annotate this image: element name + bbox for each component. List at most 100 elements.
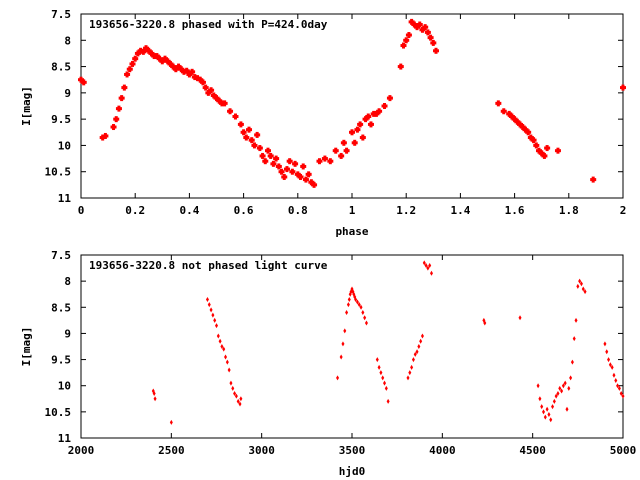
phased-light-curve-panel: 193656-3220.8 phased with P=424.0day pha… bbox=[20, 8, 626, 238]
unphased-x-tick-label: 3000 bbox=[248, 444, 275, 457]
phased-data-point bbox=[538, 150, 545, 157]
phased-data-point bbox=[517, 121, 524, 128]
phased-data-point bbox=[243, 134, 250, 141]
phased-data-point bbox=[170, 63, 177, 70]
phased-data-point bbox=[357, 121, 364, 128]
phased-data-point bbox=[500, 108, 507, 115]
phased-data-point bbox=[305, 171, 312, 178]
unphased-data-point bbox=[422, 260, 426, 266]
unphased-data-point bbox=[576, 283, 580, 289]
unphased-data-point bbox=[617, 385, 621, 391]
phased-data-point bbox=[246, 126, 253, 133]
unphased-data-point bbox=[578, 278, 582, 284]
phased-y-tick-label: 8.5 bbox=[51, 61, 71, 74]
unphased-data-point bbox=[579, 281, 583, 287]
unphased-data-point bbox=[381, 375, 385, 381]
unphased-data-point bbox=[227, 367, 231, 373]
phased-data-point bbox=[427, 34, 434, 41]
unphased-data-point bbox=[234, 393, 238, 399]
phased-data-point bbox=[422, 24, 429, 31]
phased-data-point bbox=[373, 110, 380, 117]
unphased-data-point bbox=[361, 310, 365, 316]
phased-data-point bbox=[256, 145, 263, 152]
unphased-data-point bbox=[545, 406, 549, 412]
unphased-data-point bbox=[518, 315, 522, 321]
unphased-data-point bbox=[410, 364, 414, 370]
phased-data-point bbox=[311, 181, 318, 188]
unphased-data-point bbox=[239, 396, 243, 402]
phased-data-point bbox=[210, 92, 217, 99]
phased-data-point bbox=[159, 58, 166, 65]
phased-data-point bbox=[327, 158, 334, 165]
unphased-data-point bbox=[231, 385, 235, 391]
unphased-y-tick-label: 10.5 bbox=[45, 406, 72, 419]
phased-data-point bbox=[240, 129, 247, 136]
unphased-x-tick-label: 5000 bbox=[610, 444, 637, 457]
unphased-data-point bbox=[561, 383, 565, 389]
phased-data-point bbox=[535, 147, 542, 154]
unphased-data-point bbox=[616, 383, 620, 389]
phased-x-tick-label: 0 bbox=[78, 204, 85, 217]
unphased-data-point bbox=[236, 398, 240, 404]
phased-y-tick-label: 11 bbox=[58, 192, 72, 205]
phased-data-point bbox=[522, 126, 529, 133]
unphased-y-tick-label: 8 bbox=[64, 275, 71, 288]
unphased-data-point bbox=[429, 270, 433, 276]
unphased-data-point bbox=[420, 333, 424, 339]
phased-data-point bbox=[167, 60, 174, 67]
phased-data-point bbox=[405, 32, 412, 39]
phased-data-point bbox=[248, 137, 255, 144]
phased-data-point bbox=[511, 116, 518, 123]
phased-data-point bbox=[254, 131, 261, 138]
phased-data-point bbox=[367, 121, 374, 128]
unphased-data-point bbox=[222, 346, 226, 352]
phased-data-point bbox=[359, 134, 366, 141]
unphased-data-point bbox=[572, 336, 576, 342]
unphased-data-point bbox=[570, 359, 574, 365]
phased-data-point bbox=[397, 63, 404, 70]
phased-data-point bbox=[143, 45, 150, 52]
phased-x-tick-label: 1.6 bbox=[505, 204, 525, 217]
phased-x-tick-label: 0.8 bbox=[288, 204, 308, 217]
phased-data-point bbox=[178, 66, 185, 73]
unphased-data-point bbox=[363, 315, 367, 321]
phased-x-tick-label: 0.2 bbox=[125, 204, 145, 217]
unphased-data-point bbox=[619, 391, 623, 397]
phased-data-point bbox=[525, 129, 532, 136]
phased-data-point bbox=[80, 79, 87, 86]
phased-data-point bbox=[294, 171, 301, 178]
unphased-data-point bbox=[216, 333, 220, 339]
phased-data-point bbox=[213, 95, 220, 102]
unphased-data-point bbox=[583, 289, 587, 295]
phased-data-point bbox=[197, 76, 204, 83]
unphased-y-tick-label: 9.5 bbox=[51, 354, 71, 367]
unphased-data-point bbox=[424, 262, 428, 268]
phased-data-point bbox=[354, 126, 361, 133]
phased-data-point bbox=[286, 158, 293, 165]
phased-x-axis-label: phase bbox=[335, 225, 368, 238]
phased-data-point bbox=[126, 66, 133, 73]
phased-data-point bbox=[121, 84, 128, 91]
phased-data-point bbox=[221, 100, 228, 107]
phased-data-point bbox=[132, 55, 139, 62]
phased-data-point bbox=[281, 173, 288, 180]
unphased-data-point bbox=[343, 328, 347, 334]
phased-data-point bbox=[343, 147, 350, 154]
phased-x-tick-label: 1 bbox=[349, 204, 356, 217]
phased-data-point bbox=[302, 176, 309, 183]
unphased-data-point bbox=[551, 404, 555, 410]
phased-data-point bbox=[430, 39, 437, 46]
unphased-data-point bbox=[540, 404, 544, 410]
unphased-data-point bbox=[153, 396, 157, 402]
phased-data-point bbox=[186, 71, 193, 78]
phased-x-tick-label: 1.8 bbox=[559, 204, 579, 217]
phased-data-point bbox=[189, 68, 196, 75]
unphased-plot-frame bbox=[80, 254, 624, 439]
phased-data-point bbox=[308, 179, 315, 186]
phased-data-point bbox=[403, 37, 410, 44]
phased-x-tick-label: 0.4 bbox=[179, 204, 199, 217]
phased-x-tick-label: 0.6 bbox=[234, 204, 254, 217]
phased-data-point bbox=[544, 145, 551, 152]
unphased-data-point bbox=[483, 320, 487, 326]
phased-data-point bbox=[134, 50, 141, 57]
